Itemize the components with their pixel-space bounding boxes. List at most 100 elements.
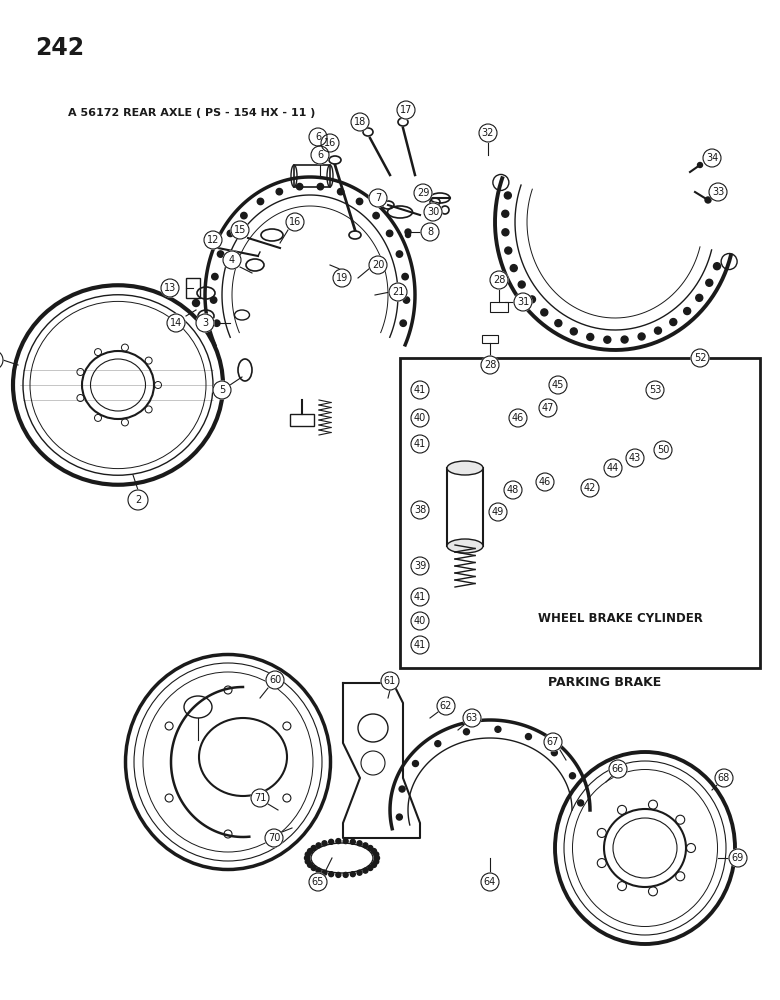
Circle shape <box>683 308 690 315</box>
Circle shape <box>626 449 644 467</box>
Circle shape <box>374 856 380 860</box>
Circle shape <box>231 221 249 239</box>
Text: 3: 3 <box>202 318 208 328</box>
Ellipse shape <box>447 461 483 475</box>
Circle shape <box>374 852 379 857</box>
Circle shape <box>536 473 554 491</box>
Circle shape <box>510 265 517 272</box>
Ellipse shape <box>450 383 480 397</box>
Text: 41: 41 <box>414 385 426 395</box>
Circle shape <box>569 773 576 779</box>
Circle shape <box>509 409 527 427</box>
Circle shape <box>565 430 575 440</box>
Circle shape <box>514 293 532 311</box>
Text: 70: 70 <box>268 833 280 843</box>
Circle shape <box>424 203 442 221</box>
Text: 60: 60 <box>269 675 281 685</box>
Text: 63: 63 <box>466 713 478 723</box>
Circle shape <box>328 839 334 844</box>
Text: 42: 42 <box>583 483 596 493</box>
Circle shape <box>502 210 509 217</box>
Circle shape <box>211 273 218 280</box>
Circle shape <box>227 230 233 237</box>
Circle shape <box>570 328 577 335</box>
Circle shape <box>437 697 455 715</box>
Circle shape <box>421 223 439 241</box>
Circle shape <box>204 231 222 249</box>
Text: 8: 8 <box>427 227 433 237</box>
Circle shape <box>490 271 508 289</box>
Ellipse shape <box>450 437 480 451</box>
Text: 15: 15 <box>234 225 246 235</box>
Circle shape <box>311 846 316 851</box>
Circle shape <box>322 870 327 875</box>
Circle shape <box>265 829 283 847</box>
Circle shape <box>714 263 721 270</box>
Text: 28: 28 <box>484 360 496 370</box>
Text: 33: 33 <box>712 187 724 197</box>
Ellipse shape <box>538 465 552 475</box>
Text: 48: 48 <box>507 485 519 495</box>
Text: 68: 68 <box>718 773 730 783</box>
Circle shape <box>214 320 220 326</box>
Circle shape <box>400 320 406 326</box>
Text: 53: 53 <box>649 385 661 395</box>
Circle shape <box>311 865 316 870</box>
Text: 6: 6 <box>317 150 323 160</box>
Circle shape <box>338 188 344 195</box>
Text: 50: 50 <box>657 445 669 455</box>
Text: 47: 47 <box>542 403 554 413</box>
Text: 40: 40 <box>414 413 426 423</box>
Ellipse shape <box>450 638 480 652</box>
Circle shape <box>670 319 677 326</box>
Circle shape <box>305 859 310 864</box>
Circle shape <box>257 198 264 205</box>
Circle shape <box>411 381 429 399</box>
Text: 38: 38 <box>414 505 426 515</box>
Circle shape <box>386 230 393 237</box>
Circle shape <box>343 872 348 877</box>
Text: 49: 49 <box>492 507 504 517</box>
Circle shape <box>495 726 501 732</box>
Text: 69: 69 <box>732 853 744 863</box>
Circle shape <box>316 868 321 873</box>
Circle shape <box>505 192 512 199</box>
Circle shape <box>697 162 703 167</box>
Text: 39: 39 <box>414 561 426 571</box>
Text: 2: 2 <box>135 495 141 505</box>
Text: 32: 32 <box>482 128 495 138</box>
Text: 31: 31 <box>517 297 529 307</box>
Text: 40: 40 <box>414 616 426 626</box>
Text: 65: 65 <box>312 877 324 887</box>
Circle shape <box>276 188 282 195</box>
Circle shape <box>411 636 429 654</box>
Bar <box>482 335 498 343</box>
Circle shape <box>403 297 410 303</box>
Text: 4: 4 <box>229 255 235 265</box>
Circle shape <box>336 839 341 844</box>
Circle shape <box>369 256 387 274</box>
Circle shape <box>406 232 410 237</box>
Text: 44: 44 <box>607 463 619 473</box>
Text: 46: 46 <box>539 477 551 487</box>
Circle shape <box>434 741 441 747</box>
Text: 61: 61 <box>384 676 396 686</box>
Circle shape <box>193 300 200 306</box>
Circle shape <box>481 356 499 374</box>
Circle shape <box>304 856 310 860</box>
Bar <box>490 302 508 312</box>
Circle shape <box>396 814 402 820</box>
Text: 5: 5 <box>219 385 225 395</box>
Text: 18: 18 <box>354 117 366 127</box>
Circle shape <box>654 327 661 334</box>
Circle shape <box>709 183 727 201</box>
Circle shape <box>311 146 329 164</box>
Circle shape <box>161 279 179 297</box>
Text: 6: 6 <box>315 132 321 142</box>
Circle shape <box>389 283 407 301</box>
Circle shape <box>374 859 379 864</box>
Circle shape <box>357 841 362 846</box>
Circle shape <box>369 189 387 207</box>
Text: 41: 41 <box>414 640 426 650</box>
Text: 66: 66 <box>612 764 624 774</box>
